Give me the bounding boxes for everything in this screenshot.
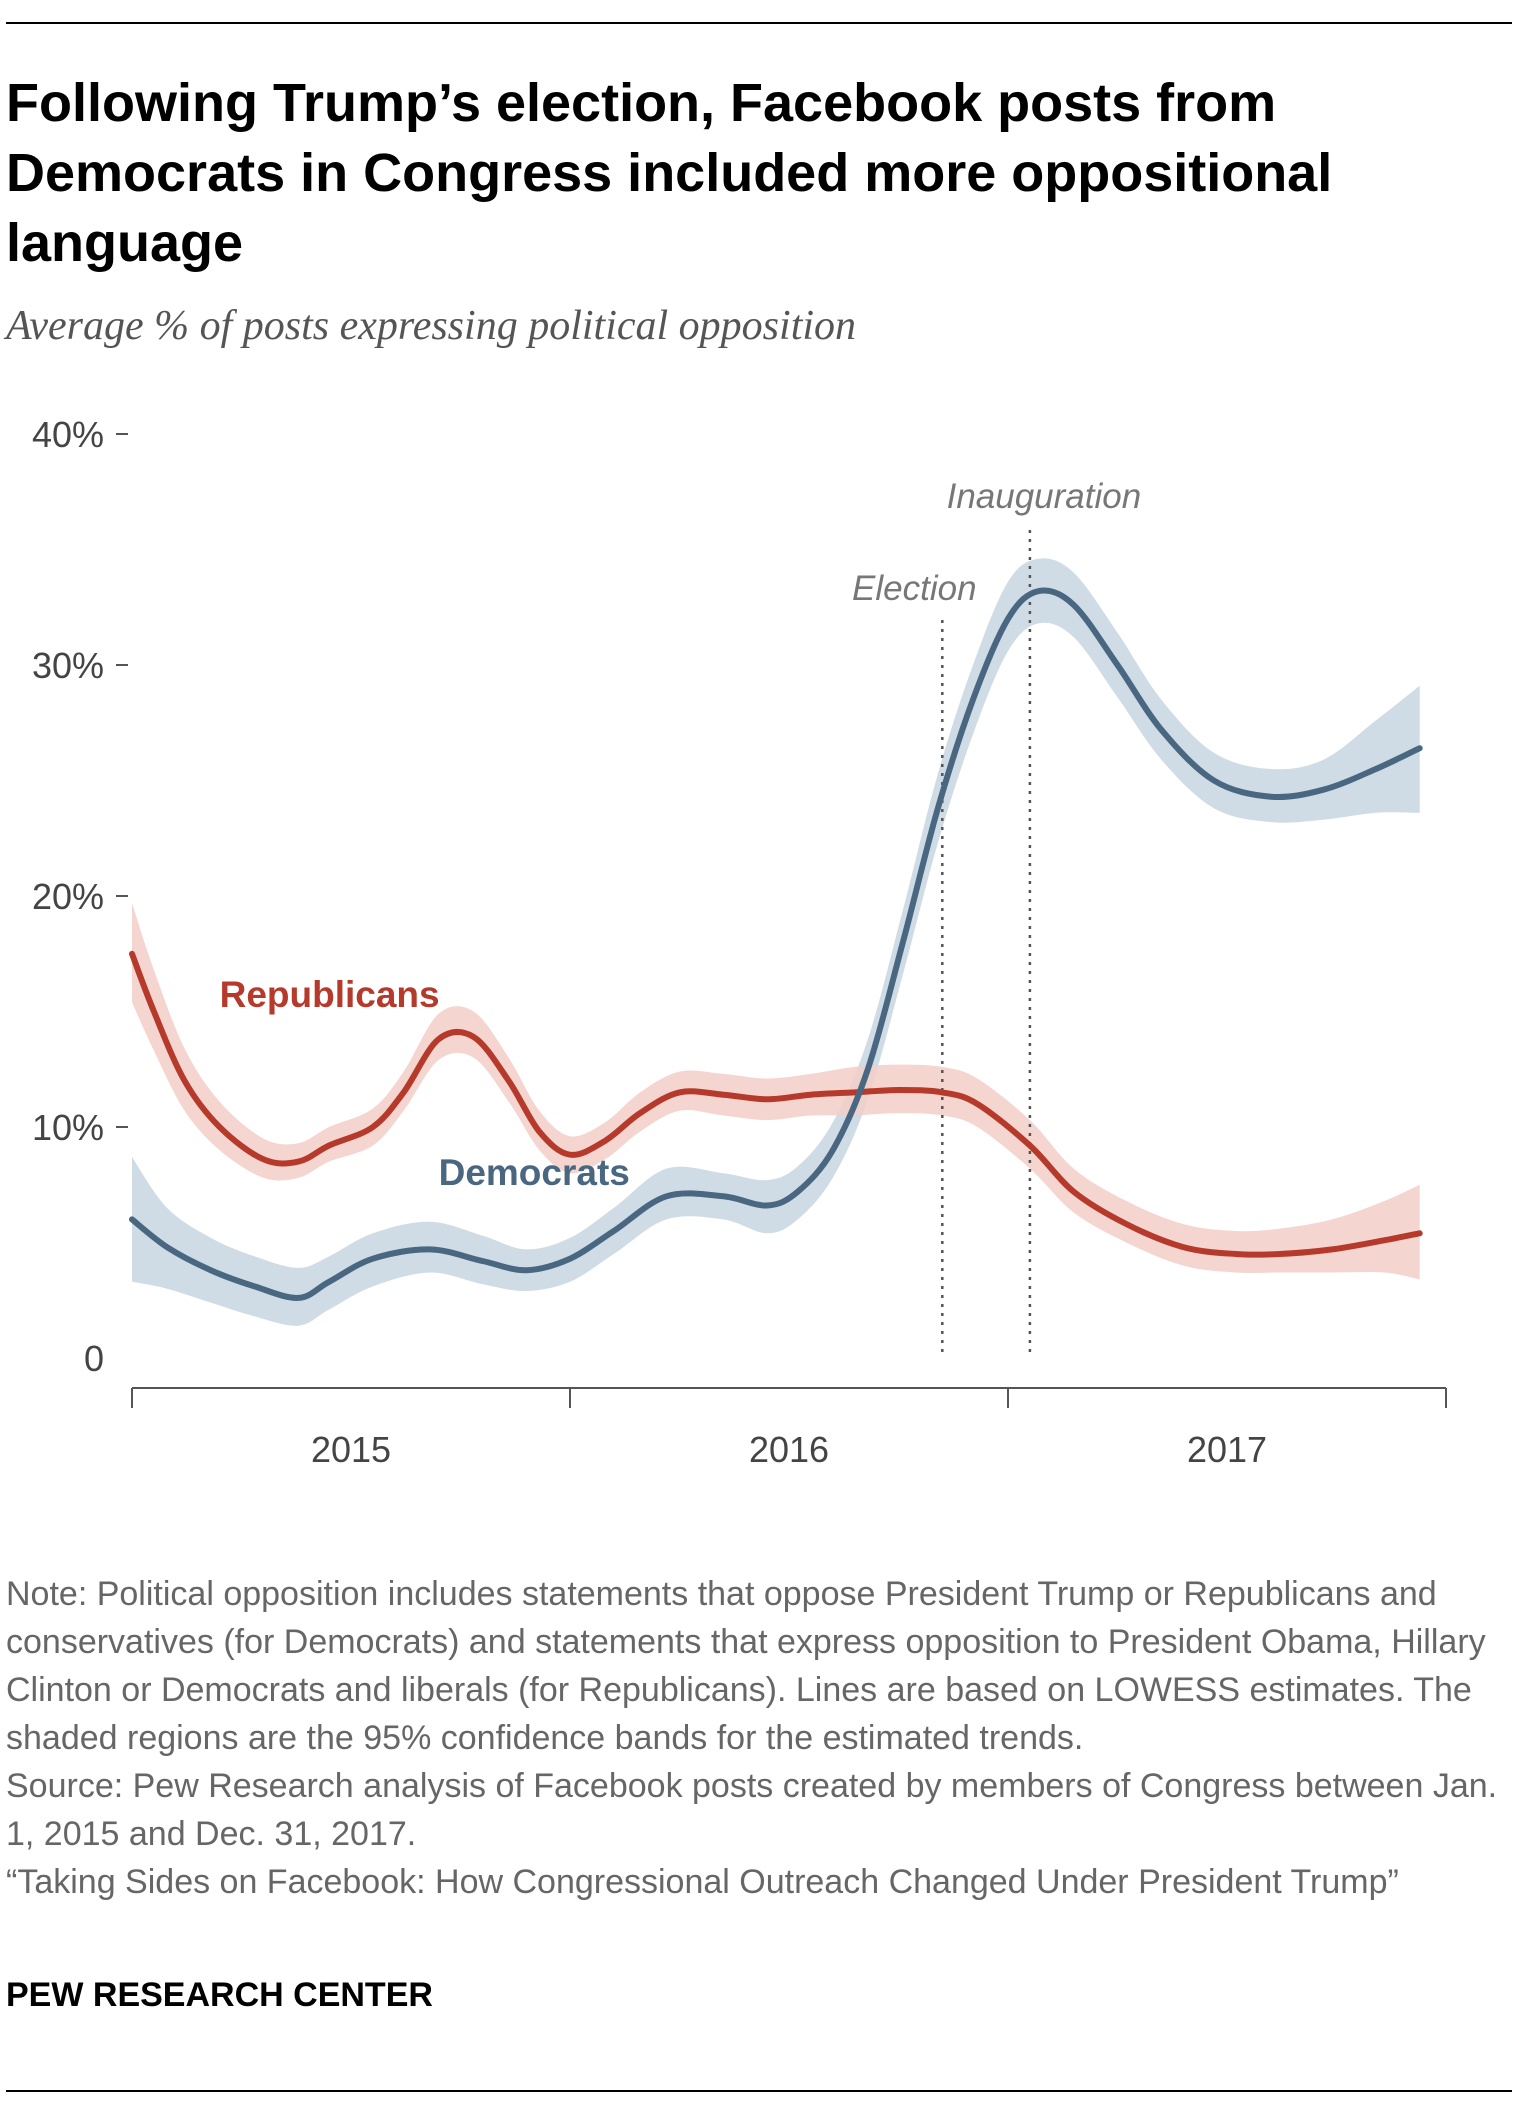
event-markers: Election Inauguration bbox=[852, 477, 1141, 1358]
republicans-series-label: Republicans bbox=[220, 974, 440, 1015]
y-tick-label: 10% bbox=[32, 1107, 104, 1148]
chart-title: Following Trump’s election, Facebook pos… bbox=[6, 73, 1333, 273]
republicans-line bbox=[129, 950, 1423, 1258]
confidence-bands bbox=[132, 558, 1420, 1326]
election-event-label: Election bbox=[852, 569, 977, 608]
report-title: “Taking Sides on Facebook: How Congressi… bbox=[6, 1863, 1399, 1901]
series-lines bbox=[129, 587, 1423, 1301]
democrats-confidence-band bbox=[132, 558, 1420, 1326]
x-tick-label: 2017 bbox=[1187, 1429, 1267, 1470]
series-labels: Republicans Democrats bbox=[220, 974, 630, 1193]
x-tick-label: 2015 bbox=[311, 1429, 391, 1470]
line-chart: Election Inauguration 40% 30% 20% 10% 0 2015 20… bbox=[32, 420, 1447, 1470]
y-tick-label: 30% bbox=[32, 645, 104, 686]
democrats-series-label: Democrats bbox=[439, 1152, 630, 1193]
y-tick-label: 20% bbox=[32, 876, 104, 917]
republicans-confidence-band bbox=[132, 902, 1420, 1280]
top-rule bbox=[6, 22, 1512, 24]
democrats-line bbox=[129, 587, 1423, 1301]
note-text: Note: Political opposition includes stat… bbox=[6, 1575, 1486, 1757]
bottom-rule bbox=[6, 2090, 1512, 2092]
axes: 40% 30% 20% 10% 0 2015 2016 2017 bbox=[32, 420, 1447, 1470]
y-tick-label: 40% bbox=[32, 420, 104, 455]
x-tick-label: 2016 bbox=[749, 1429, 829, 1470]
inauguration-event-label: Inauguration bbox=[947, 477, 1142, 516]
chart-subtitle: Average % of posts expressing political … bbox=[6, 303, 857, 349]
brand-logo-text: PEW RESEARCH CENTER bbox=[6, 1976, 433, 2014]
source-text: Source: Pew Research analysis of Faceboo… bbox=[6, 1767, 1498, 1853]
y-tick-label: 0 bbox=[84, 1338, 104, 1379]
notes: Note: Political opposition includes stat… bbox=[6, 1570, 1506, 1906]
